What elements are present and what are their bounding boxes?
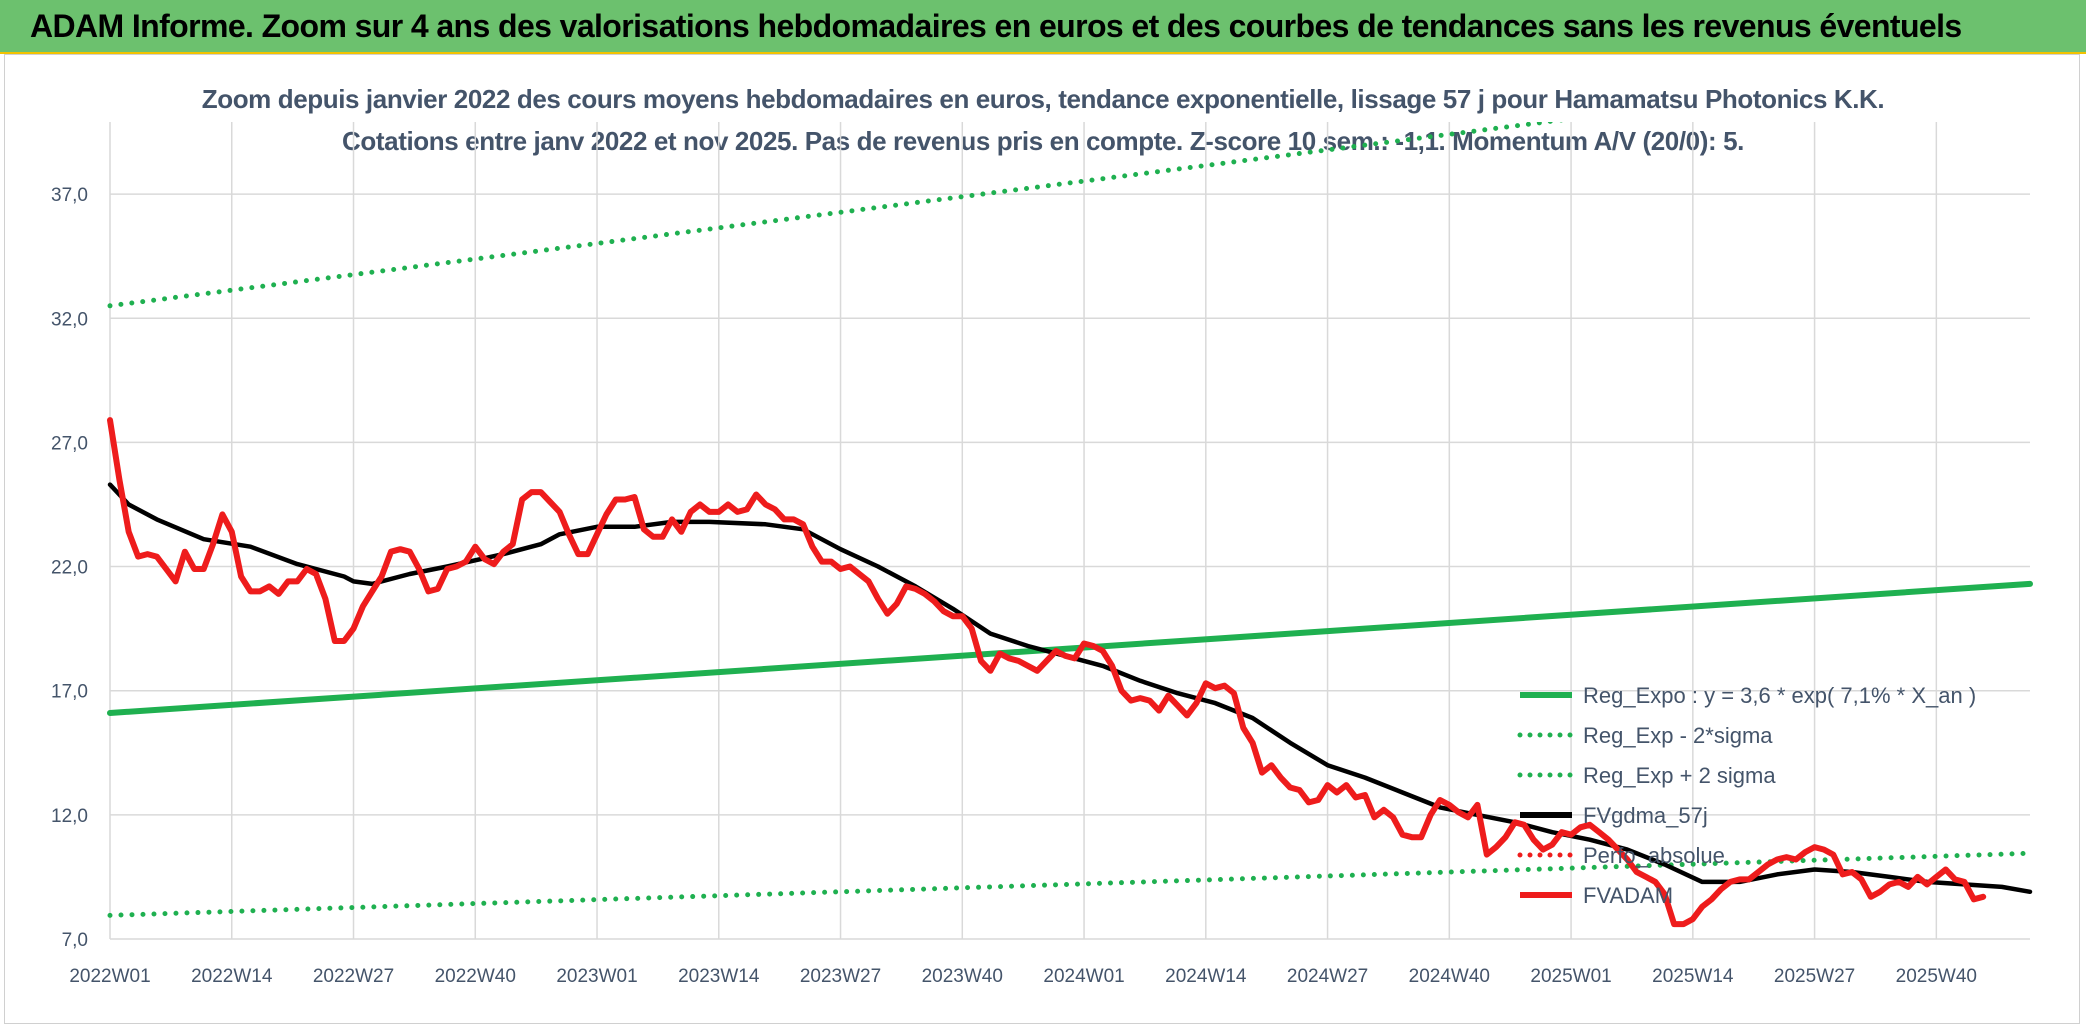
series-line-1 [107, 850, 2033, 918]
x-tick-label: 2024W01 [1043, 966, 1124, 987]
y-axis-ticks: 7,0 12,0 17,0 22,0 27,0 32,0 37,0 [51, 185, 88, 951]
chart-frame [4, 54, 2080, 1024]
gridlines [109, 122, 2030, 940]
x-tick-label: 2025W01 [1530, 966, 1611, 987]
x-tick-label: 2024W27 [1287, 966, 1368, 987]
x-tick-label: 2023W01 [556, 966, 637, 987]
legend-label: FVgdma_57j [1583, 803, 1708, 828]
x-tick-label: 2022W40 [435, 966, 516, 987]
legend: Reg_Expo : y = 3,6 * exp( 7,1% * X_an ) R… [1517, 683, 1976, 908]
report-title: ADAM Informe. Zoom sur 4 ans des valoris… [30, 8, 1962, 44]
series-line-5 [107, 417, 1987, 928]
chart-subtitle: Cotations entre janv 2022 et nov 2025. P… [342, 126, 1744, 156]
legend-label: Perfo_absolue [1583, 843, 1725, 868]
series-line-2 [107, 122, 1566, 309]
legend-label: Reg_Exp + 2 sigma [1583, 763, 1776, 788]
x-tick-label: 2022W01 [69, 966, 150, 987]
y-tick-label: 22,0 [51, 558, 88, 579]
series-line-0 [107, 580, 2033, 716]
x-tick-label: 2023W27 [800, 966, 881, 987]
x-tick-label: 2024W40 [1409, 966, 1490, 987]
y-tick-label: 32,0 [51, 309, 88, 330]
y-tick-label: 12,0 [51, 806, 88, 827]
y-tick-label: 17,0 [51, 682, 88, 703]
chart-title: Zoom depuis janvier 2022 des cours moyen… [201, 84, 1885, 114]
x-tick-label: 2022W14 [191, 966, 273, 987]
y-tick-label: 27,0 [51, 433, 88, 454]
x-tick-label: 2025W14 [1652, 966, 1734, 987]
x-tick-label: 2025W40 [1896, 966, 1977, 987]
report-banner: ADAM Informe. Zoom sur 4 ans des valoris… [0, 0, 2086, 54]
x-tick-label: 2022W27 [313, 966, 394, 987]
legend-label: Reg_Exp - 2*sigma [1583, 723, 1773, 748]
x-axis-ticks: 2022W01 2022W14 2022W27 2022W40 2023W01 2023W… [69, 966, 1977, 987]
y-tick-label: 37,0 [51, 185, 88, 206]
legend-label: Reg_Expo : y = 3,6 * exp( 7,1% * X_an ) [1583, 683, 1976, 708]
x-tick-label: 2025W27 [1774, 966, 1855, 987]
series-group [107, 122, 2033, 928]
x-tick-label: 2024W14 [1165, 966, 1247, 987]
x-tick-label: 2023W14 [678, 966, 760, 987]
x-tick-label: 2023W40 [922, 966, 1003, 987]
y-tick-label: 7,0 [62, 930, 88, 951]
legend-label: FVADAM [1583, 883, 1673, 908]
